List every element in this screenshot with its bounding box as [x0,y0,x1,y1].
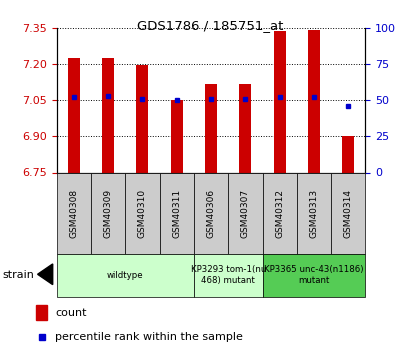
Bar [308,30,320,172]
Text: GSM40310: GSM40310 [138,188,147,238]
Bar [37,305,47,320]
Bar [262,172,297,254]
Bar [102,58,114,172]
Bar [125,172,160,254]
Bar [68,58,80,172]
Text: percentile rank within the sample: percentile rank within the sample [55,332,243,342]
Text: GSM40314: GSM40314 [344,188,353,238]
Text: GSM40306: GSM40306 [207,188,215,238]
Bar [228,172,262,254]
Text: KP3365 unc-43(n1186)
mutant: KP3365 unc-43(n1186) mutant [264,265,364,285]
Bar [342,136,354,172]
Text: GSM40307: GSM40307 [241,188,250,238]
Text: count: count [55,308,87,318]
Bar [171,100,183,172]
Bar [160,172,194,254]
Text: GSM40313: GSM40313 [310,188,318,238]
Text: GSM40311: GSM40311 [172,188,181,238]
Bar [194,254,262,297]
Text: GSM40312: GSM40312 [275,188,284,238]
Text: GSM40309: GSM40309 [104,188,113,238]
Polygon shape [38,264,53,285]
Bar [136,65,148,172]
Bar [194,172,228,254]
Bar [297,172,331,254]
Text: strain: strain [2,270,34,280]
Bar [331,172,365,254]
Bar [205,84,217,172]
Bar [57,172,91,254]
Bar [91,172,125,254]
Text: wildtype: wildtype [107,270,144,280]
Bar [239,84,251,172]
Bar [274,31,286,172]
Text: GDS1786 / 185751_at: GDS1786 / 185751_at [137,19,283,32]
Bar [262,254,365,297]
Bar [57,254,194,297]
Text: GSM40308: GSM40308 [69,188,79,238]
Text: KP3293 tom-1(nu
468) mutant: KP3293 tom-1(nu 468) mutant [191,265,266,285]
